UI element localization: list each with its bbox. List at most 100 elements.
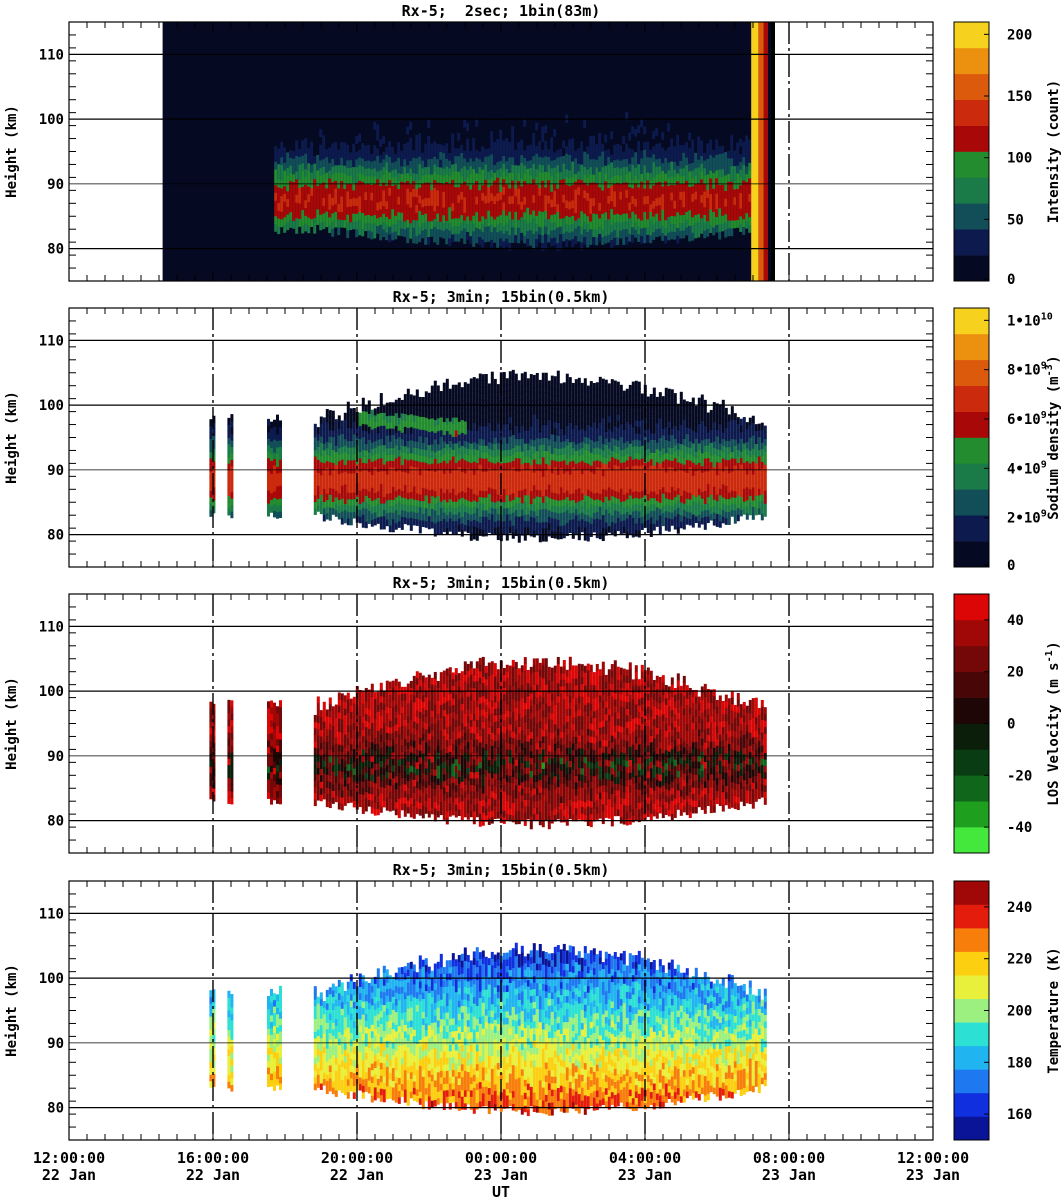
- data-cell: [598, 402, 602, 410]
- data-cell: [400, 516, 404, 524]
- intensity-cell: [655, 151, 659, 160]
- intensity-cell: [553, 206, 557, 215]
- intensity-cell: [472, 238, 476, 247]
- intensity-cell: [664, 134, 668, 143]
- intensity-cell: [508, 125, 512, 135]
- intensity-cell: [379, 224, 383, 233]
- data-cell: [343, 451, 347, 459]
- intensity-cell: [718, 176, 722, 186]
- intensity-cell: [676, 211, 680, 221]
- intensity-cell: [517, 157, 521, 166]
- data-cell: [469, 494, 473, 502]
- intensity-cell: [472, 230, 476, 240]
- intensity-cell: [586, 169, 590, 178]
- intensity-cell: [529, 206, 533, 215]
- intensity-cell: [391, 162, 395, 171]
- intensity-cell: [445, 173, 449, 183]
- data-cell: [520, 450, 524, 458]
- data-cell: [212, 499, 216, 507]
- intensity-cell: [454, 217, 458, 227]
- intensity-cell: [631, 203, 635, 212]
- intensity-cell: [412, 180, 416, 189]
- data-cell: [556, 506, 560, 514]
- data-cell: [463, 427, 467, 435]
- intensity-cell: [388, 125, 392, 134]
- intensity-cell: [514, 226, 518, 236]
- intensity-cell: [274, 145, 278, 155]
- data-cell: [604, 483, 608, 491]
- data-cell: [583, 397, 587, 405]
- data-cell: [490, 514, 494, 522]
- data-cell: [418, 513, 422, 521]
- data-cell: [538, 470, 542, 478]
- data-cell: [610, 515, 614, 523]
- intensity-cell: [340, 165, 344, 174]
- data-cell: [520, 392, 524, 400]
- intensity-cell: [403, 205, 407, 214]
- intensity-cell: [472, 114, 476, 123]
- data-cell: [337, 512, 341, 520]
- intensity-cell: [469, 189, 473, 198]
- data-cell: [325, 493, 329, 501]
- data-cell: [394, 457, 398, 465]
- intensity-cell: [523, 227, 527, 236]
- intensity-cell: [658, 181, 662, 190]
- data-cell: [535, 515, 539, 523]
- intensity-cell: [442, 160, 446, 169]
- intensity-cell: [610, 146, 614, 155]
- data-cell: [604, 437, 608, 445]
- intensity-cell: [466, 146, 470, 155]
- intensity-cell: [277, 187, 281, 196]
- data-cell: [346, 485, 350, 493]
- intensity-cell: [628, 132, 632, 141]
- data-cell: [493, 391, 497, 399]
- data-cell: [571, 460, 575, 468]
- data-cell: [445, 495, 449, 503]
- intensity-cell: [445, 204, 449, 214]
- intensity-cell: [709, 131, 713, 140]
- intensity-cell: [460, 144, 464, 154]
- intensity-cell: [319, 159, 323, 169]
- intensity-cell: [655, 228, 659, 238]
- intensity-cell: [703, 191, 707, 200]
- data-cell: [460, 458, 464, 466]
- intensity-cell: [586, 239, 590, 248]
- data-cell: [328, 455, 332, 463]
- intensity-cell: [514, 125, 518, 135]
- data-cell: [574, 398, 578, 406]
- data-cell: [448, 414, 452, 422]
- data-cell: [451, 468, 455, 476]
- intensity-cell: [544, 210, 548, 219]
- intensity-cell: [415, 204, 419, 213]
- intensity-cell: [340, 157, 344, 166]
- intensity-cell: [592, 182, 596, 191]
- intensity-cell: [409, 191, 413, 200]
- intensity-cell: [649, 126, 653, 135]
- intensity-cell: [340, 180, 344, 189]
- intensity-cell: [346, 229, 350, 239]
- data-cell: [373, 434, 377, 442]
- intensity-cell: [457, 186, 461, 196]
- intensity-cell: [508, 203, 512, 212]
- data-cell: [376, 419, 380, 427]
- intensity-cell: [454, 233, 458, 242]
- intensity-cell: [655, 166, 659, 175]
- data-cell: [415, 389, 419, 397]
- intensity-cell: [517, 234, 521, 244]
- data-cell: [400, 412, 404, 420]
- data-cell: [331, 494, 335, 502]
- intensity-cell: [652, 177, 656, 186]
- intensity-cell: [448, 175, 452, 185]
- data-cell: [535, 521, 539, 529]
- data-cell: [472, 390, 476, 398]
- data-cell: [493, 482, 497, 490]
- data-cell: [508, 474, 512, 482]
- data-cell: [556, 448, 560, 456]
- data-cell: [409, 478, 413, 486]
- intensity-cell: [523, 219, 527, 228]
- intensity-cell: [727, 204, 731, 213]
- intensity-cell: [520, 108, 524, 117]
- intensity-cell: [499, 206, 503, 216]
- intensity-cell: [592, 189, 596, 199]
- data-cell: [613, 399, 617, 407]
